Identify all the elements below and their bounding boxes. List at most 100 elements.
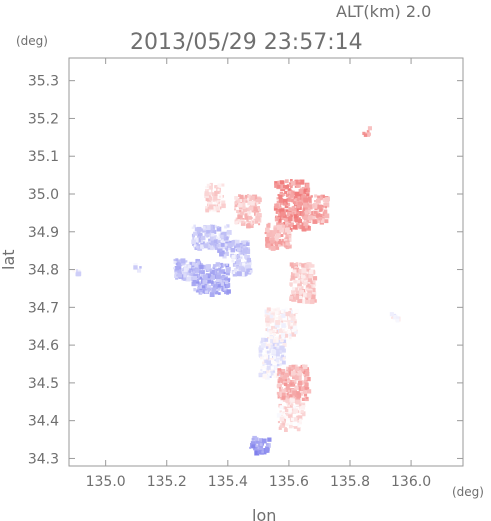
echo-cell <box>208 189 212 193</box>
echo-cell <box>247 223 251 227</box>
echo-cell <box>362 131 366 135</box>
echo-cell <box>295 386 299 390</box>
echo-cell <box>288 413 293 418</box>
echo-cell <box>286 395 289 399</box>
echo-cell <box>207 284 212 290</box>
echo-cell <box>264 314 268 317</box>
echo-cell <box>224 280 229 284</box>
echo-cell <box>288 190 292 194</box>
echo-cell <box>314 211 317 214</box>
echo-cell <box>197 245 202 251</box>
echo-cell <box>290 275 296 280</box>
echo-cell <box>249 446 252 449</box>
echo-cell <box>266 232 271 237</box>
echo-cell <box>185 276 191 282</box>
echo-cell <box>244 255 248 259</box>
echo-cell <box>284 327 288 331</box>
echo-cell <box>286 366 290 371</box>
echo-cell <box>297 298 303 304</box>
y-tick-label: 34.7 <box>28 300 59 316</box>
echo-cell <box>174 274 178 278</box>
echo-cell <box>286 193 290 197</box>
echo-cell <box>292 211 295 214</box>
echo-cell <box>299 403 302 406</box>
echo-cell <box>219 251 224 257</box>
echo-cell <box>279 416 285 422</box>
echo-cell <box>194 264 198 268</box>
echo-cell <box>259 443 263 446</box>
echo-cell <box>294 394 298 398</box>
echo-cell <box>175 262 179 266</box>
y-tick-label: 34.3 <box>28 451 59 467</box>
echo-cell <box>279 192 284 197</box>
echo-cell <box>264 338 269 342</box>
echo-cell <box>320 218 326 223</box>
echo-cell <box>267 243 272 248</box>
echo-cell <box>289 313 294 318</box>
echo-cell <box>301 213 305 217</box>
echo-cell <box>212 264 217 268</box>
echo-cell <box>254 197 258 201</box>
echo-cell <box>299 418 302 422</box>
echo-cell <box>270 366 274 370</box>
echo-cell <box>285 224 288 227</box>
echo-cell <box>250 441 256 446</box>
echo-cell <box>242 205 246 209</box>
echo-cell <box>314 202 320 208</box>
echo-cell <box>295 399 300 405</box>
echo-cell <box>74 269 78 273</box>
echo-region <box>276 398 306 432</box>
echo-cell <box>211 225 215 229</box>
echo-cell <box>133 265 138 270</box>
echo-cell <box>297 290 302 295</box>
x-tick-label: 135.6 <box>269 474 309 490</box>
echo-cell <box>226 289 231 294</box>
echo-cell <box>287 330 291 334</box>
echo-cell <box>304 211 309 215</box>
echo-cell <box>200 291 203 294</box>
echo-cell <box>212 235 217 240</box>
echo-cell <box>278 198 284 203</box>
echo-cell <box>288 318 292 321</box>
echo-cell <box>302 194 306 197</box>
echo-cell <box>202 265 205 268</box>
echo-cell <box>191 282 196 287</box>
echo-cell <box>281 320 284 323</box>
echo-cell <box>207 191 212 196</box>
echo-cell <box>266 223 271 228</box>
echo-cell <box>292 421 298 426</box>
echo-cell <box>199 283 202 286</box>
echo-cell <box>316 198 321 204</box>
echo-cell <box>223 286 228 291</box>
echo-cell <box>266 370 270 374</box>
echo-cell <box>208 242 212 246</box>
echo-cell <box>297 211 303 216</box>
echo-cell <box>273 346 277 350</box>
echo-cell <box>281 395 286 400</box>
echo-cell <box>217 284 221 288</box>
echo-cell <box>300 409 304 413</box>
echo-cell <box>270 243 274 246</box>
echo-cell <box>217 248 222 253</box>
echo-cell <box>297 380 303 385</box>
echo-cell <box>204 232 208 237</box>
echo-cell <box>226 234 230 238</box>
echo-cell <box>320 213 323 216</box>
echo-cell <box>291 287 296 291</box>
echo-cell <box>289 308 292 311</box>
echo-cell <box>274 203 279 209</box>
echo-cell <box>276 384 280 388</box>
echo-cell <box>233 268 238 272</box>
echo-cell <box>268 336 274 341</box>
echo-cell <box>286 423 289 426</box>
echo-cell <box>176 268 182 273</box>
echo-cell <box>272 370 275 373</box>
y-tick-label: 34.8 <box>28 263 59 279</box>
echo-cell <box>320 194 325 199</box>
echo-cell <box>277 421 280 424</box>
echo-cell <box>281 420 286 425</box>
echo-cell <box>285 408 289 412</box>
echo-cell <box>189 273 192 276</box>
echo-cell <box>225 283 231 288</box>
echo-cell <box>265 316 271 322</box>
